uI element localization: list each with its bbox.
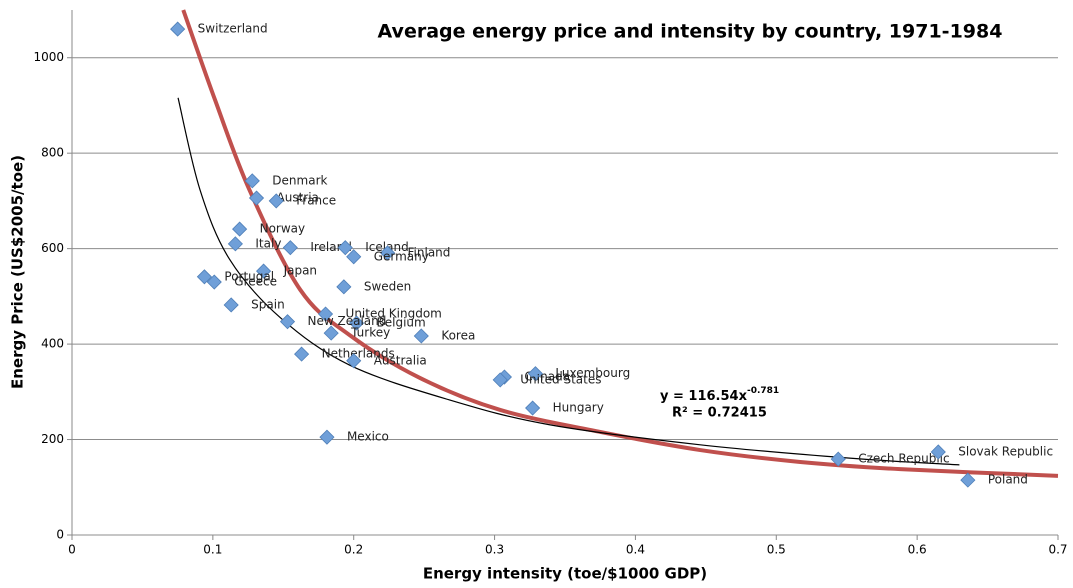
point-label: Turkey <box>350 326 390 340</box>
point <box>379 245 396 261</box>
point-label: Germany <box>374 249 429 263</box>
point-label: Austria <box>277 191 319 205</box>
equation-exponent: -0.781 <box>747 386 779 396</box>
point <box>527 366 543 382</box>
point <box>196 269 212 285</box>
point <box>170 21 186 37</box>
point-label: Australia <box>374 353 427 367</box>
x-tick-label: 0.4 <box>626 543 645 557</box>
point-label: Switzerland <box>198 22 268 36</box>
point <box>346 249 362 265</box>
point <box>336 279 352 295</box>
point <box>268 193 284 209</box>
point-label: Spain <box>251 297 285 311</box>
point-label: Netherlands <box>322 347 395 361</box>
point-label: Luxembourg <box>555 366 630 380</box>
y-tick-label: 600 <box>41 241 64 255</box>
point <box>223 297 239 313</box>
point <box>282 240 298 256</box>
y-tick-label: 400 <box>41 337 64 351</box>
point-label: Norway <box>260 222 306 236</box>
point <box>256 263 272 279</box>
point <box>244 173 260 189</box>
r-squared: R² = 0.72415 <box>672 406 767 421</box>
point <box>492 372 508 388</box>
point-label: Finland <box>408 245 451 259</box>
x-tick-label: 0.7 <box>1048 543 1067 557</box>
point <box>279 314 296 330</box>
x-tick-label: 0.5 <box>767 543 786 557</box>
point-label: Japan <box>283 264 317 278</box>
point-label: Denmark <box>272 173 327 187</box>
point <box>930 444 946 460</box>
point <box>232 221 248 237</box>
point-label: Poland <box>988 473 1028 487</box>
point <box>206 274 222 290</box>
y-tick-label: 0 <box>56 528 64 542</box>
point-label: Hungary <box>553 401 604 415</box>
point-label: Slovak Republic <box>958 444 1053 458</box>
point-label: Italy <box>255 236 281 250</box>
point <box>227 236 243 252</box>
point-label: Mexico <box>347 430 389 444</box>
x-tick-label: 0 <box>68 543 76 557</box>
trend-line <box>181 9 1059 478</box>
x-tick-label: 0.2 <box>344 543 363 557</box>
x-tick-label: 0.3 <box>485 543 504 557</box>
y-tick-label: 800 <box>41 146 64 160</box>
point <box>317 306 334 322</box>
point <box>323 325 339 341</box>
plot: 0 200 400 600 800 1000 0 0.1 0.2 0.3 0.4 0.5 0.6 0.7 <box>33 10 1068 557</box>
point <box>337 240 353 256</box>
point <box>346 353 362 369</box>
equation-text: y = 116.54x <box>660 389 748 404</box>
point <box>525 400 541 416</box>
point-label: Czech Republic <box>858 452 949 466</box>
point-label: Portugal <box>224 269 274 283</box>
point-label: Korea <box>441 328 475 342</box>
point-label: Greece <box>234 275 277 289</box>
y-tick-label: 200 <box>41 432 64 446</box>
point <box>248 190 265 206</box>
trend-line <box>177 97 960 466</box>
y-axis-title: Energy Price (US$2005/toe) <box>9 155 27 389</box>
y-tick-label: 1000 <box>33 50 64 64</box>
point-label: France <box>296 193 336 207</box>
point-label: Sweden <box>364 279 411 293</box>
chart-title: Average energy price and intensity by co… <box>378 21 1003 43</box>
point-label: United States <box>520 372 601 386</box>
point <box>294 346 310 362</box>
point <box>830 451 846 467</box>
x-axis-title: Energy intensity (toe/$1000 GDP) <box>423 565 707 583</box>
trendline-equation: y = 116.54x-0.781 <box>660 386 779 404</box>
point-label: New Zealand <box>308 314 387 328</box>
x-tick-label: 0.1 <box>203 543 222 557</box>
point <box>319 429 335 445</box>
x-tick-label: 0.6 <box>908 543 927 557</box>
point <box>348 315 365 331</box>
point-label: United Kingdom <box>346 307 442 321</box>
point <box>413 328 429 344</box>
point <box>960 472 976 488</box>
point-label: Belgium <box>377 316 426 330</box>
